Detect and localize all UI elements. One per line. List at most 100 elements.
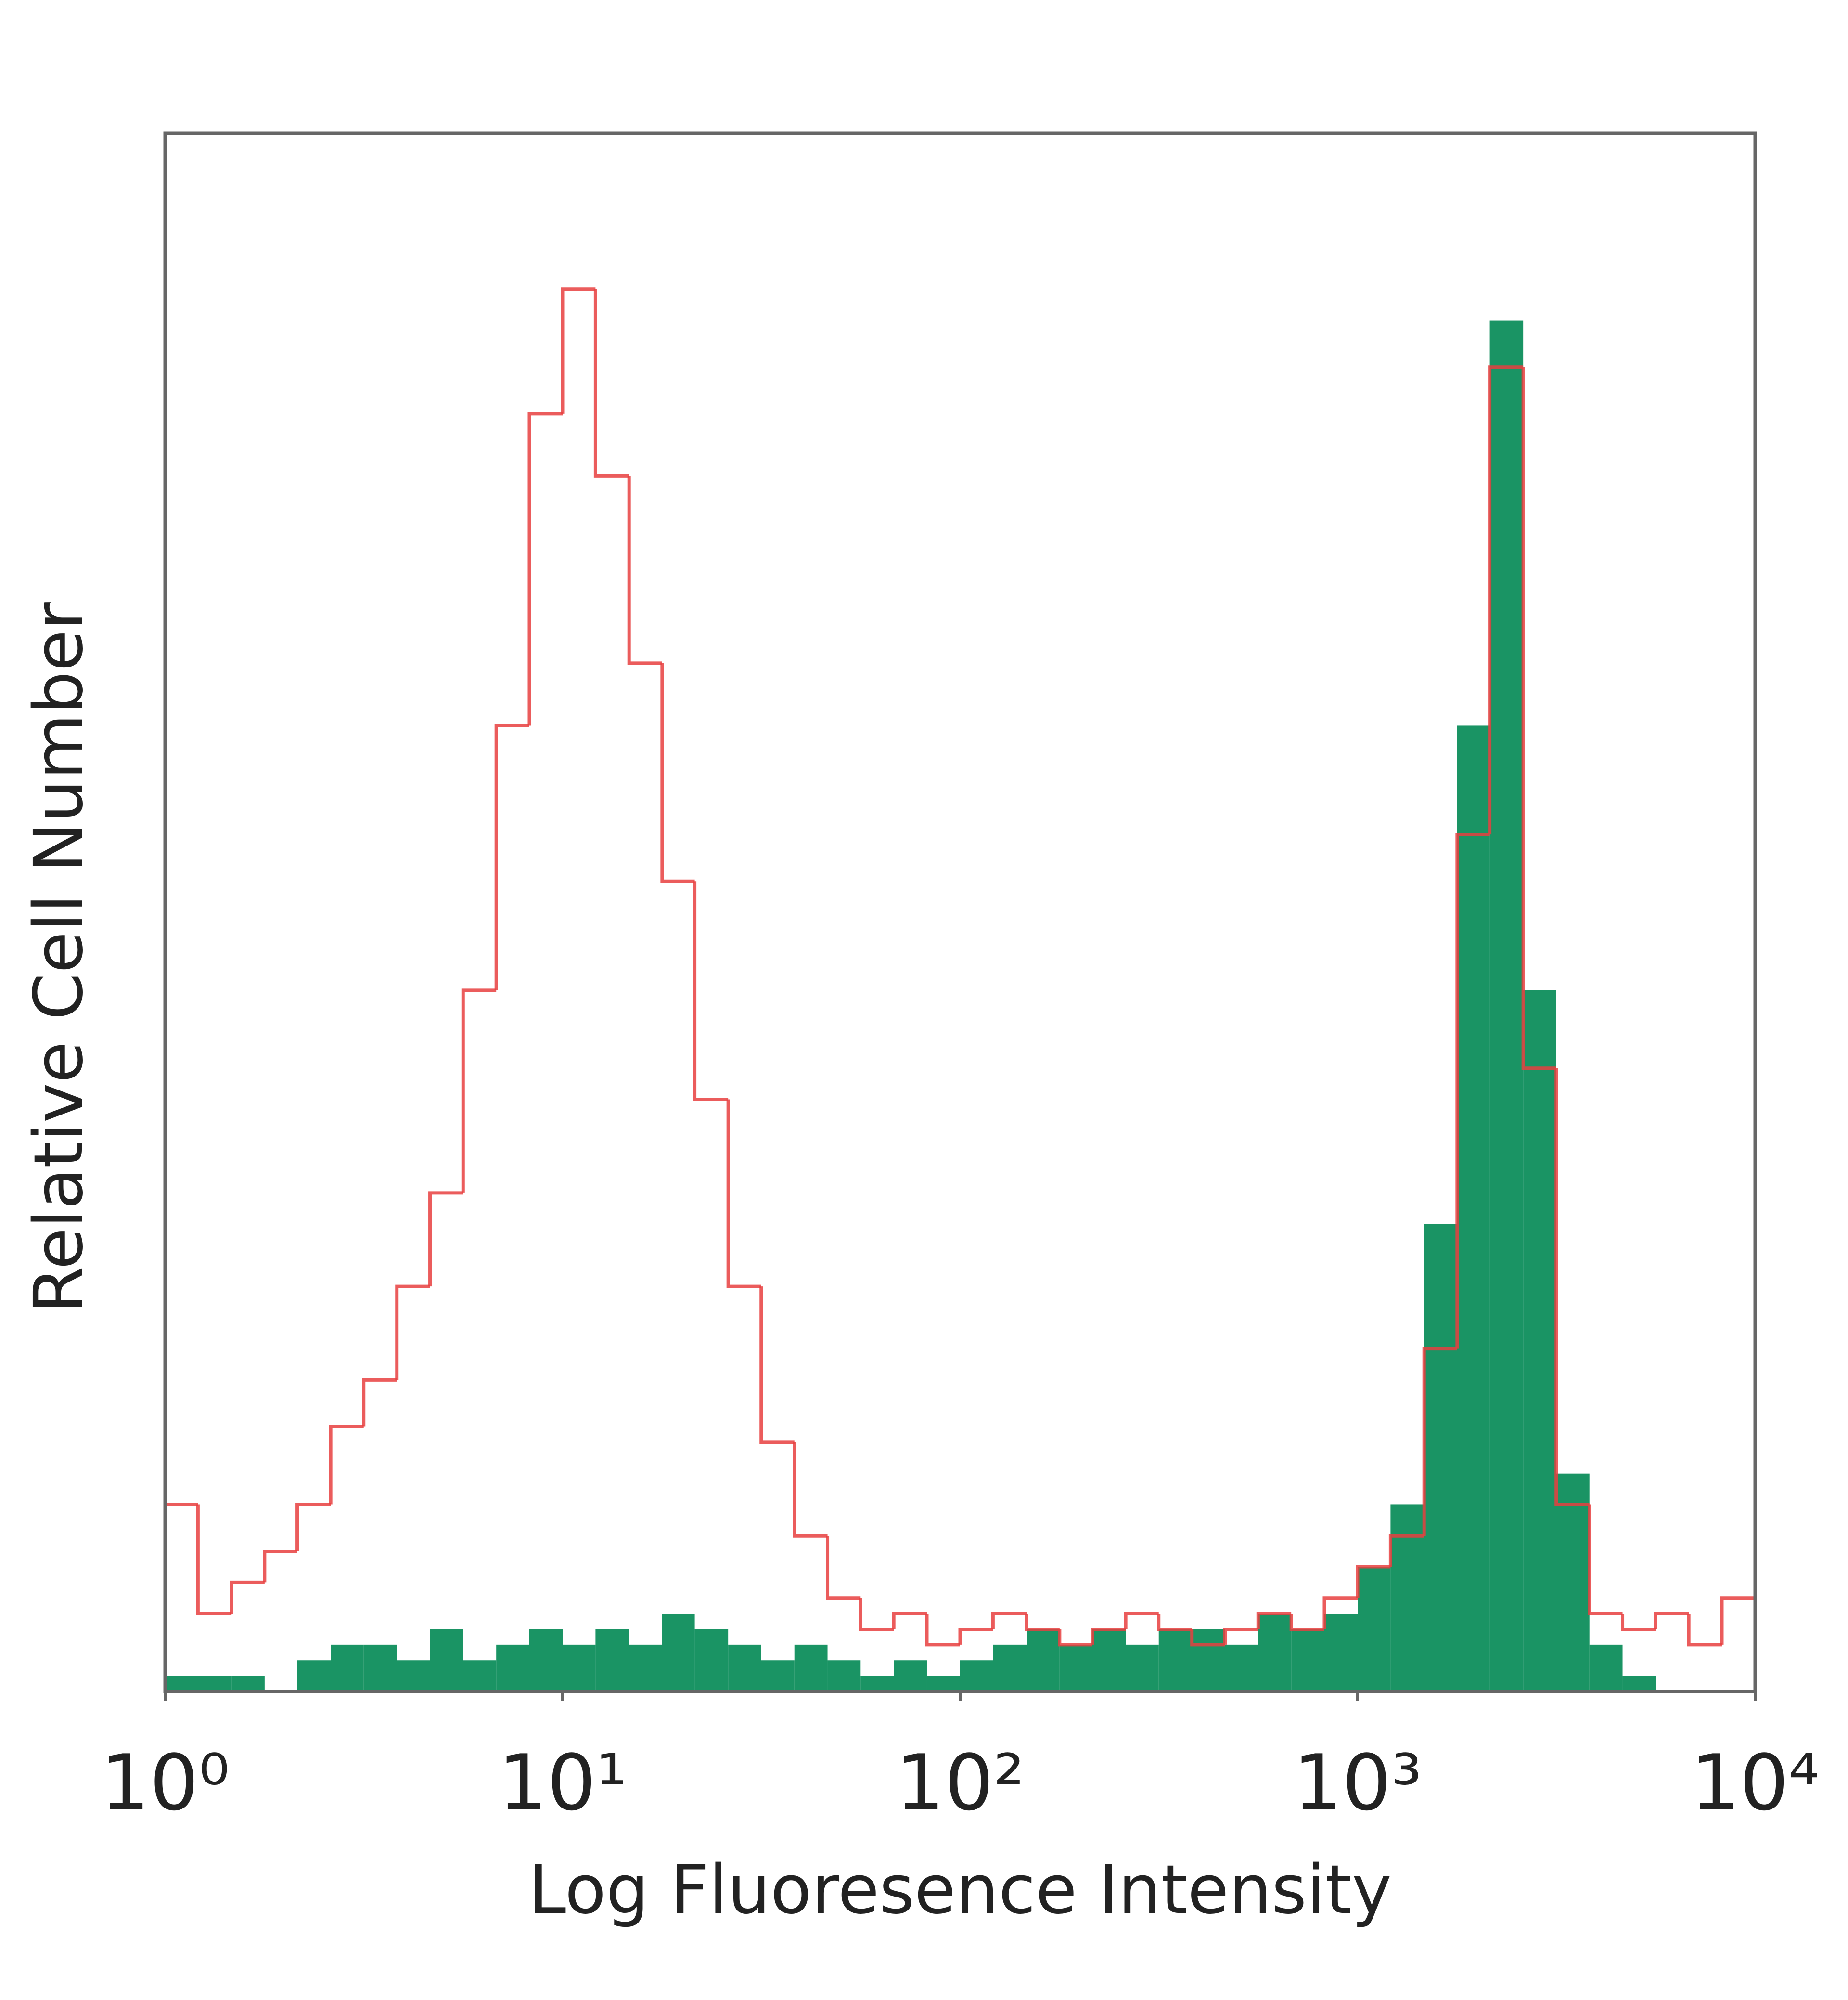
histogram-step bbox=[1322, 1596, 1358, 1629]
histogram-step bbox=[793, 1442, 828, 1538]
histogram-step bbox=[826, 1536, 861, 1600]
histogram-step bbox=[494, 723, 529, 990]
histogram-bar bbox=[1291, 1629, 1324, 1692]
histogram-bar bbox=[1258, 1614, 1292, 1692]
y-axis-label: Relative Cell Number bbox=[20, 602, 98, 1313]
histogram-bar bbox=[595, 1629, 629, 1692]
histogram-step bbox=[230, 1580, 265, 1614]
histogram-step bbox=[1687, 1614, 1722, 1647]
histogram-bar bbox=[960, 1660, 993, 1692]
histogram-step bbox=[593, 289, 629, 478]
histogram-step bbox=[1356, 1565, 1391, 1598]
histogram-bar bbox=[1358, 1566, 1391, 1692]
histogram-bar bbox=[1424, 1224, 1457, 1692]
histogram-bar bbox=[728, 1644, 761, 1692]
histogram-step bbox=[1588, 1504, 1623, 1615]
histogram-bar bbox=[761, 1660, 795, 1692]
histogram-bar bbox=[1158, 1629, 1192, 1692]
histogram-step bbox=[627, 476, 662, 665]
histogram-step bbox=[1654, 1612, 1689, 1629]
histogram-step bbox=[1256, 1612, 1292, 1629]
histogram-step bbox=[1157, 1614, 1192, 1631]
histogram-bar bbox=[430, 1629, 463, 1692]
histogram-step bbox=[759, 1286, 795, 1444]
histogram-step bbox=[263, 1550, 297, 1583]
histogram-step bbox=[1488, 365, 1524, 835]
histogram-bar bbox=[397, 1660, 430, 1692]
histogram-bar bbox=[662, 1614, 695, 1692]
histogram-bar bbox=[694, 1629, 729, 1692]
histogram-bar bbox=[363, 1644, 397, 1692]
histogram-bar bbox=[827, 1660, 861, 1692]
histogram-bar bbox=[231, 1676, 265, 1692]
histogram-step bbox=[295, 1502, 331, 1551]
histogram-step bbox=[163, 1502, 198, 1692]
histogram-bar bbox=[1523, 990, 1556, 1692]
histogram-bar bbox=[1192, 1629, 1225, 1692]
histogram-step bbox=[1521, 367, 1556, 1070]
histogram-step bbox=[1058, 1629, 1092, 1647]
histogram-step bbox=[991, 1612, 1027, 1629]
histogram-step bbox=[1422, 1347, 1457, 1536]
histogram-bar bbox=[563, 1644, 596, 1692]
histogram-step bbox=[1025, 1614, 1060, 1631]
histogram-step bbox=[1091, 1627, 1126, 1645]
histogram-step bbox=[527, 412, 563, 726]
x-axis-label: Log Fluoresence Intensity bbox=[528, 1851, 1392, 1929]
histogram-bar bbox=[1225, 1644, 1258, 1692]
histogram-step bbox=[1388, 1534, 1424, 1567]
histogram-step bbox=[1455, 833, 1490, 1349]
histogram-bar bbox=[165, 1676, 198, 1692]
histogram-step bbox=[1289, 1614, 1324, 1631]
histogram-bar bbox=[1027, 1629, 1060, 1692]
histogram-step bbox=[329, 1425, 364, 1505]
histogram-bar bbox=[1126, 1644, 1159, 1692]
histogram-bar bbox=[297, 1660, 331, 1692]
histogram-bar bbox=[1556, 1473, 1590, 1692]
histogram-bar bbox=[629, 1644, 662, 1692]
histogram-bar bbox=[1489, 320, 1524, 1692]
histogram-step bbox=[428, 1191, 463, 1287]
x-tick-label: 10⁴ bbox=[1691, 1738, 1820, 1828]
histogram-step bbox=[1621, 1614, 1656, 1631]
histogram-step bbox=[1190, 1629, 1225, 1647]
histogram-step bbox=[892, 1612, 927, 1629]
histogram-bar bbox=[331, 1644, 364, 1692]
x-tick-label: 10⁰ bbox=[101, 1738, 230, 1828]
histogram-step bbox=[1720, 1596, 1755, 1645]
histogram-bar bbox=[993, 1644, 1027, 1692]
histogram-step bbox=[1124, 1612, 1159, 1629]
histogram-step bbox=[859, 1598, 894, 1631]
histogram-step bbox=[196, 1504, 232, 1615]
histogram-step bbox=[395, 1284, 430, 1380]
histogram-step bbox=[693, 881, 729, 1102]
histogram-step bbox=[925, 1614, 960, 1647]
histogram-bar bbox=[529, 1629, 563, 1692]
histogram-step bbox=[1554, 1068, 1590, 1506]
histogram-bar bbox=[1622, 1676, 1656, 1692]
x-tick-label: 10¹ bbox=[498, 1738, 627, 1828]
histogram-step bbox=[362, 1378, 397, 1427]
histogram-step bbox=[1223, 1627, 1258, 1645]
histogram-bar bbox=[1059, 1644, 1092, 1692]
histogram-bar bbox=[198, 1676, 232, 1692]
histogram-bar bbox=[1457, 725, 1490, 1692]
histogram-bar bbox=[794, 1644, 828, 1692]
histogram-bar bbox=[1092, 1629, 1126, 1692]
x-tick-label: 10² bbox=[896, 1738, 1025, 1828]
histogram-bar bbox=[860, 1676, 894, 1692]
histogram-bar bbox=[1324, 1614, 1358, 1692]
x-tick-label: 10³ bbox=[1293, 1738, 1422, 1828]
histogram-bar bbox=[463, 1660, 497, 1692]
histogram-bar bbox=[894, 1660, 927, 1692]
histogram-step bbox=[561, 287, 596, 414]
histogram-bar bbox=[926, 1676, 960, 1692]
histogram-step bbox=[726, 1099, 761, 1288]
histogram-bar bbox=[1390, 1504, 1424, 1692]
histogram-step bbox=[660, 663, 695, 883]
histogram-step bbox=[461, 988, 497, 1193]
histogram-step bbox=[958, 1627, 993, 1645]
histogram-bar bbox=[1589, 1644, 1623, 1692]
